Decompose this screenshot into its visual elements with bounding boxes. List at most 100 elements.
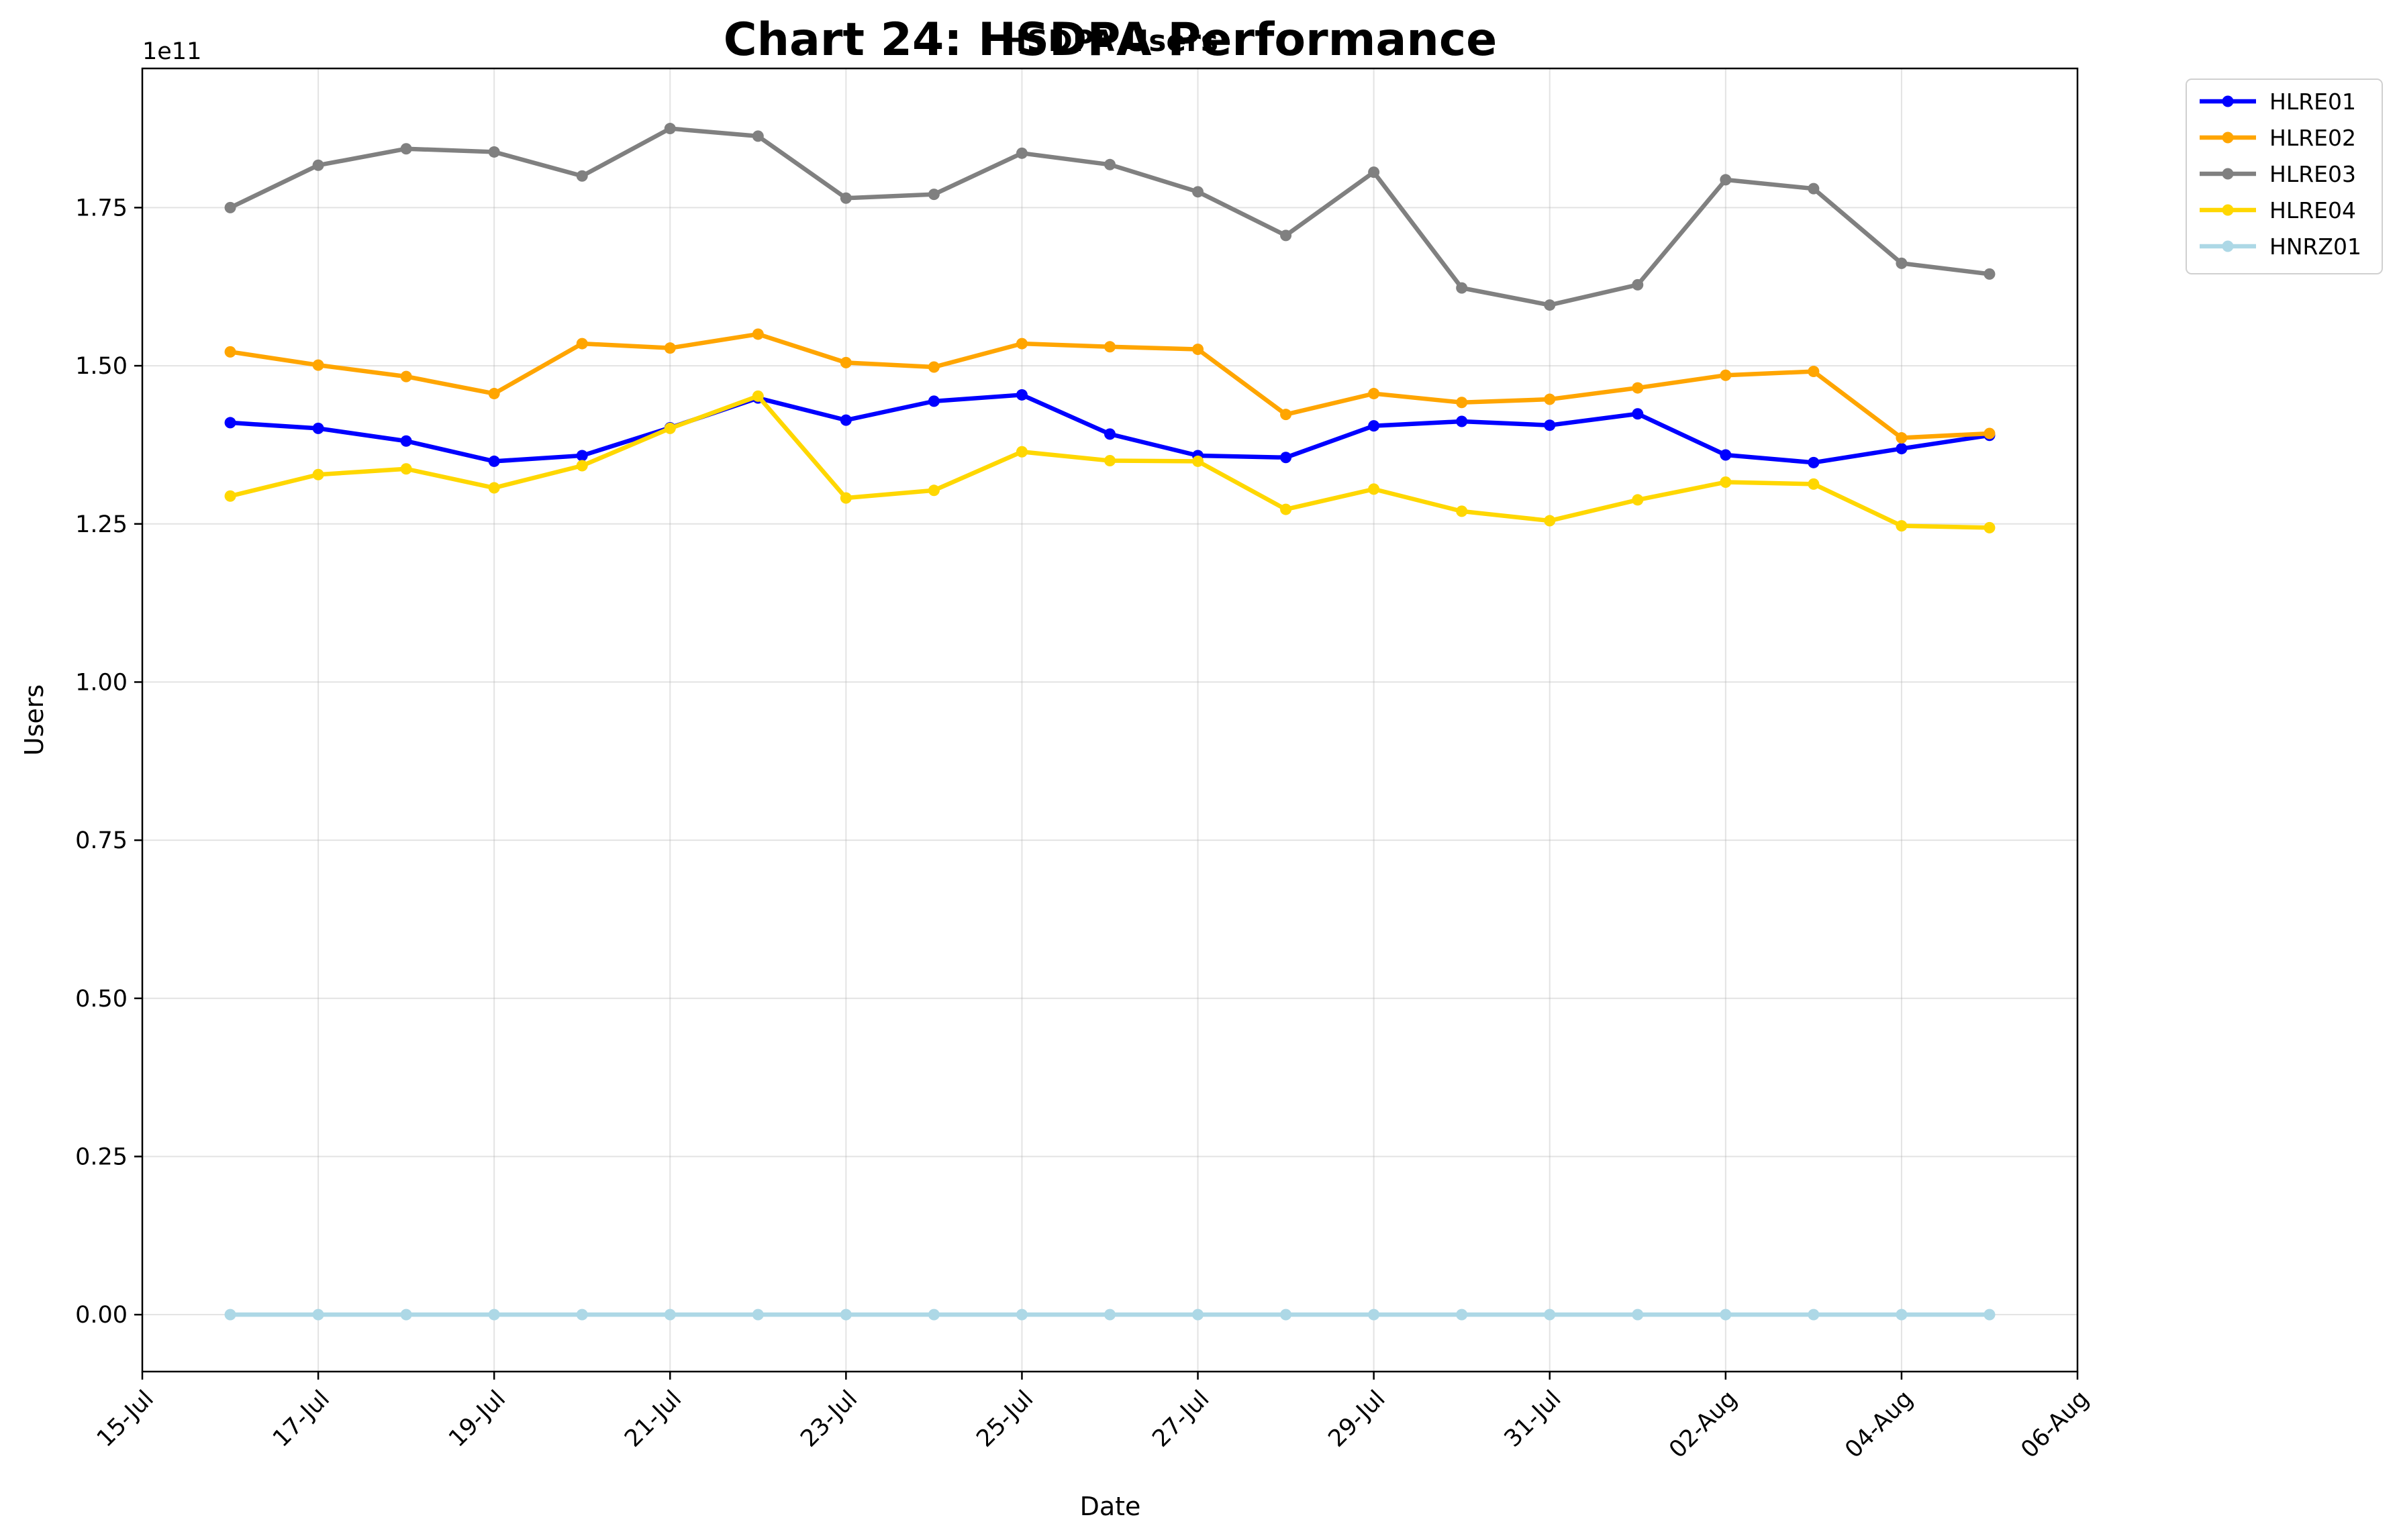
data-point [1192,344,1204,356]
data-point [1016,1308,1028,1321]
data-point [1368,1308,1380,1321]
legend-entry-label: HLRE01 [2269,89,2356,115]
series-hnrz01 [224,1308,1996,1321]
data-point [752,130,764,142]
legend-swatch-marker [2222,240,2234,252]
series-layer [224,123,1996,1321]
legend-swatch-marker [2222,204,2234,216]
data-point [1192,1308,1204,1321]
data-point [1456,397,1468,409]
y-tick-label: 0.25 [75,1143,128,1170]
data-point [664,1308,676,1321]
y-axis-ticks: 0.00 0.25 0.50 0.75 1.00 1.25 1.50 1.75 [75,195,142,1329]
data-point [928,395,940,407]
data-point [1808,1308,1820,1321]
data-point [1280,409,1292,421]
data-point [664,342,676,354]
y-axis-label: Users [19,684,49,756]
data-point [1984,1308,1996,1321]
data-point [400,143,412,155]
series-hlre02 [224,328,1996,444]
data-point [1544,393,1556,405]
data-point [1984,521,1996,533]
data-point [1632,278,1644,291]
data-point [1104,454,1116,466]
data-point [1984,427,1996,440]
data-point [400,1308,412,1321]
data-point [1368,388,1380,400]
data-point [1456,1308,1468,1321]
data-point [1896,432,1908,444]
series-hlre04 [224,390,1996,533]
data-point [576,170,588,182]
data-point [1016,446,1028,458]
data-point [752,328,764,340]
plot-area-frame [141,67,2079,1373]
data-point [576,338,588,350]
data-point [928,1308,940,1321]
data-point [840,1308,852,1321]
y-tick-label: 1.00 [75,669,128,696]
data-point [488,482,500,494]
data-point [928,189,940,201]
data-point [1280,1308,1292,1321]
legend-frame [2186,79,2383,274]
data-point [1808,456,1820,468]
series-hlre03 [224,123,1996,311]
legend-swatch-marker [2222,95,2234,107]
legend-entry-label: HLRE02 [2269,125,2356,151]
data-point [224,1308,236,1321]
data-point [1016,389,1028,401]
data-point [1984,268,1996,280]
data-point [1368,420,1380,432]
data-point [928,484,940,497]
data-point [840,492,852,504]
series-hlre01 [224,389,1996,468]
data-point [1192,455,1204,467]
data-point [576,450,588,462]
data-point [488,146,500,158]
y-axis-exponent: 1e11 [142,38,201,65]
legend: HLRE01 HLRE02 HLRE03 HLRE04 HNRZ01 [2186,79,2383,274]
data-point [1720,449,1732,461]
data-point [576,1308,588,1321]
data-point [1456,505,1468,517]
data-point [312,468,324,480]
data-point [840,356,852,368]
y-tick-label: 0.75 [75,827,128,854]
data-point [1544,299,1556,311]
data-point [1720,174,1732,186]
data-point [1456,282,1468,294]
data-point [1896,1308,1908,1321]
data-point [1456,415,1468,427]
x-axis-label: Date [1080,1492,1141,1521]
data-point [224,346,236,358]
legend-entry-label: HLRE03 [2269,161,2356,187]
y-tick-label: 1.50 [75,353,128,380]
data-point [1632,494,1644,506]
data-point [840,192,852,204]
data-point [312,422,324,434]
data-point [1368,483,1380,495]
data-point [664,422,676,434]
data-point [1016,338,1028,350]
data-point [1632,408,1644,420]
data-point [488,388,500,400]
data-point [1896,443,1908,455]
data-point [664,123,676,135]
data-point [1368,166,1380,178]
data-point [224,490,236,502]
data-point [312,359,324,371]
data-point [224,201,236,213]
data-point [1104,158,1116,170]
data-point [840,414,852,426]
data-point [1720,1308,1732,1321]
legend-swatch-marker [2222,132,2234,144]
data-point [928,361,940,373]
data-point [1808,366,1820,378]
y-tick-label: 0.00 [75,1302,128,1329]
y-tick-label: 1.75 [75,195,128,221]
data-point [312,159,324,171]
data-point [488,455,500,467]
